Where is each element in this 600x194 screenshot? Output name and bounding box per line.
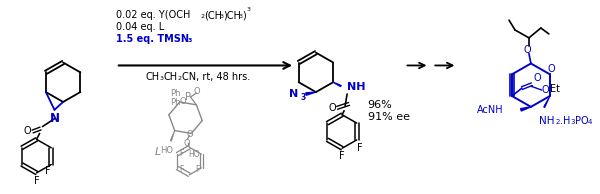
Text: 1.5 eq. TMSN: 1.5 eq. TMSN (116, 34, 189, 44)
Text: AcNH: AcNH (476, 105, 503, 115)
Text: CH: CH (146, 72, 160, 82)
Text: O: O (24, 126, 31, 136)
Text: 2: 2 (556, 119, 560, 125)
Text: F: F (357, 143, 362, 153)
Text: F: F (340, 151, 345, 161)
Text: P: P (185, 92, 191, 102)
Text: O: O (186, 130, 193, 139)
Text: (CH: (CH (205, 10, 223, 20)
Text: 3: 3 (188, 38, 192, 43)
Text: PO: PO (575, 116, 589, 126)
Text: HO: HO (160, 146, 173, 155)
Text: O: O (193, 87, 200, 96)
Text: 0.04 eq. L: 0.04 eq. L (116, 22, 164, 32)
Text: .H: .H (560, 116, 570, 126)
Text: HO: HO (188, 150, 199, 159)
Text: NH: NH (347, 82, 365, 92)
Text: F: F (44, 166, 50, 177)
Text: 3: 3 (301, 93, 306, 101)
Text: CN, rt, 48 hrs.: CN, rt, 48 hrs. (182, 72, 250, 82)
Text: O: O (328, 103, 336, 113)
Text: O: O (542, 85, 550, 95)
Text: N: N (49, 112, 59, 125)
Text: 3: 3 (220, 14, 223, 19)
Text: ): ) (242, 10, 246, 20)
Text: CH: CH (164, 72, 178, 82)
Text: 3: 3 (238, 14, 242, 19)
Text: 96%: 96% (368, 100, 392, 110)
Text: O: O (183, 139, 190, 148)
Text: O: O (523, 45, 531, 55)
Text: F: F (179, 149, 184, 158)
Polygon shape (306, 92, 316, 95)
Text: NH: NH (539, 116, 554, 126)
Text: N: N (289, 89, 299, 99)
Text: O: O (179, 97, 186, 107)
Text: )CH: )CH (223, 10, 241, 20)
Text: 4: 4 (588, 119, 592, 125)
Text: Ph: Ph (170, 88, 181, 98)
Text: Ph: Ph (170, 98, 181, 107)
Text: 2: 2 (200, 14, 205, 19)
Text: 3: 3 (246, 7, 250, 12)
Text: O: O (534, 73, 541, 83)
Text: L: L (155, 147, 161, 157)
Text: 0.02 eq. Y(OCH: 0.02 eq. Y(OCH (116, 10, 190, 20)
Text: 3: 3 (160, 76, 164, 81)
Text: O: O (547, 64, 555, 74)
Text: F: F (34, 176, 40, 186)
Text: 3: 3 (571, 119, 575, 125)
Text: F: F (195, 165, 199, 174)
Text: 91% ee: 91% ee (368, 112, 410, 122)
Polygon shape (521, 107, 531, 111)
Text: Et: Et (550, 84, 560, 94)
Text: 2: 2 (178, 76, 182, 81)
Text: F: F (179, 165, 184, 174)
